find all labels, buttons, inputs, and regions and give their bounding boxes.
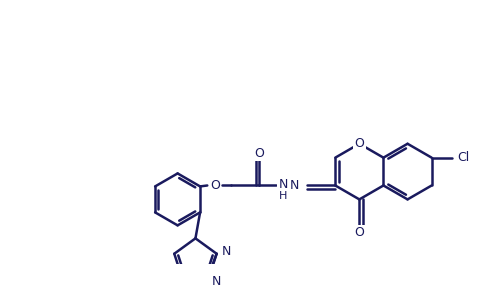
Text: N: N [211, 275, 221, 285]
Text: O: O [354, 137, 364, 150]
Text: O: O [210, 179, 220, 192]
Text: H: H [279, 191, 288, 201]
Text: N: N [221, 245, 231, 258]
Text: Cl: Cl [457, 151, 469, 164]
Text: O: O [354, 226, 364, 239]
Text: O: O [254, 146, 264, 160]
Text: N: N [279, 178, 288, 191]
Text: N: N [290, 179, 299, 192]
